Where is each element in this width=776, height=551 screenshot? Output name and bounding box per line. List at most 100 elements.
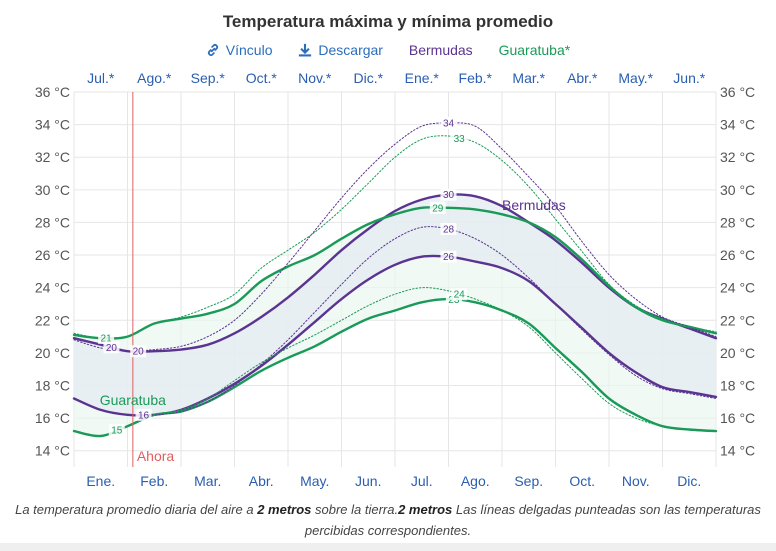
- y-tick-left-26: 26 °C: [35, 247, 70, 263]
- series-line-0: [72, 193, 718, 353]
- y-tick-right-14: 14 °C: [720, 443, 755, 459]
- point-label: 15: [111, 426, 123, 437]
- month-label-top: Sep.*: [191, 70, 226, 86]
- month-label-top: May.*: [618, 70, 653, 86]
- month-label-bottom: Abr.: [249, 473, 274, 489]
- link-button[interactable]: Vínculo: [206, 42, 273, 58]
- y-tick-right-24: 24 °C: [720, 280, 755, 296]
- chart-caption: La temperatura promedio diaria del aire …: [0, 499, 776, 541]
- point-labels: 20 30 16 26 21 29 15 23 34 28 33 24 20 Bermudas Guarat…: [98, 116, 566, 437]
- series-line-5: [73, 226, 717, 416]
- legend-bermudas[interactable]: Bermudas: [408, 42, 473, 59]
- download-icon: [299, 44, 312, 57]
- y-tick-right-20: 20 °C: [720, 345, 755, 361]
- month-label-top: Dic.*: [353, 70, 383, 86]
- link-label: Vínculo: [225, 42, 273, 59]
- point-label: 29: [432, 203, 444, 214]
- y-tick-right-16: 16 °C: [720, 410, 755, 426]
- bottom-bar: [0, 543, 776, 551]
- month-label-bottom: Jul.: [411, 473, 433, 489]
- y-tick-right-34: 34 °C: [720, 117, 755, 133]
- chart-title: Temperatura máxima y mínima promedio: [222, 12, 554, 31]
- download-button[interactable]: Descargar: [298, 42, 383, 58]
- y-tick-right-28: 28 °C: [720, 214, 755, 230]
- point-label-bg: [451, 288, 468, 301]
- series-line-4: [73, 122, 717, 352]
- series-label-bermudas: Bermudas: [502, 197, 566, 213]
- now-marker: Ahora: [132, 92, 175, 467]
- point-label-bg: [440, 188, 457, 201]
- month-label-bottom: Ene.: [86, 473, 115, 489]
- month-label-bottom: Oct.: [569, 473, 595, 489]
- y-tick-right-22: 22 °C: [720, 312, 755, 328]
- y-tick-right-30: 30 °C: [720, 182, 755, 198]
- month-label-top: Ene.*: [405, 70, 440, 86]
- bermudas-band: [74, 194, 716, 415]
- month-label-top: Jun.*: [673, 70, 705, 86]
- point-label-bg: [103, 341, 120, 354]
- download-label: Descargar: [318, 42, 383, 59]
- y-tick-right-26: 26 °C: [720, 247, 755, 263]
- month-label-bottom: Sep.: [514, 473, 543, 489]
- point-label: 16: [138, 410, 150, 421]
- caption-bold1: 2 metros: [257, 502, 312, 517]
- month-label-top: Mar.*: [512, 70, 545, 86]
- month-label-top: Oct.*: [246, 70, 278, 86]
- point-label: 33: [454, 134, 466, 145]
- point-label: 24: [454, 290, 466, 301]
- point-label-bg: [429, 201, 446, 214]
- y-tick-left-34: 34 °C: [35, 117, 70, 133]
- y-tick-left-24: 24 °C: [35, 280, 70, 296]
- series-line-6: [73, 135, 717, 340]
- point-label: 23: [448, 295, 460, 306]
- point-label-bg: [108, 424, 125, 437]
- point-label: 30: [443, 190, 455, 201]
- y-tick-left-30: 30 °C: [35, 182, 70, 198]
- point-label-bg: [135, 408, 152, 421]
- y-tick-right-32: 32 °C: [720, 149, 755, 165]
- caption-part1: La temperatura promedio diaria del aire …: [15, 502, 258, 517]
- series-line-2: [72, 206, 718, 340]
- series-lines: [72, 122, 718, 438]
- y-tick-left-32: 32 °C: [35, 149, 70, 165]
- month-label-bottom: Nov.: [622, 473, 650, 489]
- caption-part2: sobre la tierra.: [311, 502, 399, 517]
- y-tick-left-18: 18 °C: [35, 377, 70, 393]
- legend-guaratuba[interactable]: Guaratuba*: [498, 42, 571, 59]
- series-label-guaratuba: Guaratuba: [100, 392, 166, 408]
- y-tick-left-36: 36 °C: [35, 84, 70, 100]
- y-tick-left-28: 28 °C: [35, 214, 70, 230]
- series-line-7: [73, 287, 717, 437]
- axes: 14 °C 14 °C 16 °C 16 °C 18 °C 18 °C 20 °C 20 °C…: [35, 70, 755, 489]
- month-label-bottom: Jun.: [355, 473, 381, 489]
- month-label-top: Ago.*: [137, 70, 172, 86]
- y-tick-left-16: 16 °C: [35, 410, 70, 426]
- link-icon: [207, 44, 218, 57]
- month-label-top: Nov.*: [298, 70, 332, 86]
- point-label-bg: [130, 345, 147, 358]
- temperature-bands: [74, 194, 716, 436]
- chart-toolbar: Vínculo Descargar Bermudas Guaratuba*: [0, 41, 776, 58]
- y-tick-right-36: 36 °C: [720, 84, 755, 100]
- point-label-bg: [451, 132, 468, 145]
- point-label: 21: [101, 333, 113, 344]
- now-label: Ahora: [137, 448, 175, 464]
- point-label-bg: [440, 222, 457, 235]
- caption-part3: Las líneas delgadas punteadas son las te…: [304, 502, 761, 538]
- month-label-bottom: May.: [300, 473, 329, 489]
- point-label-bg: [440, 250, 457, 263]
- caption-bold2: 2 metros: [398, 502, 453, 517]
- month-label-bottom: Mar.: [194, 473, 221, 489]
- y-tick-left-14: 14 °C: [35, 443, 70, 459]
- point-label: 34: [443, 118, 455, 129]
- point-label: 20: [133, 347, 145, 358]
- point-label: 26: [443, 252, 455, 263]
- month-label-bottom: Feb.: [140, 473, 168, 489]
- month-label-top: Jul.*: [87, 70, 115, 86]
- y-tick-right-18: 18 °C: [720, 377, 755, 393]
- month-label-top: Abr.*: [567, 70, 598, 86]
- month-label-bottom: Ago.: [461, 473, 490, 489]
- point-label: 20: [106, 343, 118, 354]
- y-tick-left-22: 22 °C: [35, 312, 70, 328]
